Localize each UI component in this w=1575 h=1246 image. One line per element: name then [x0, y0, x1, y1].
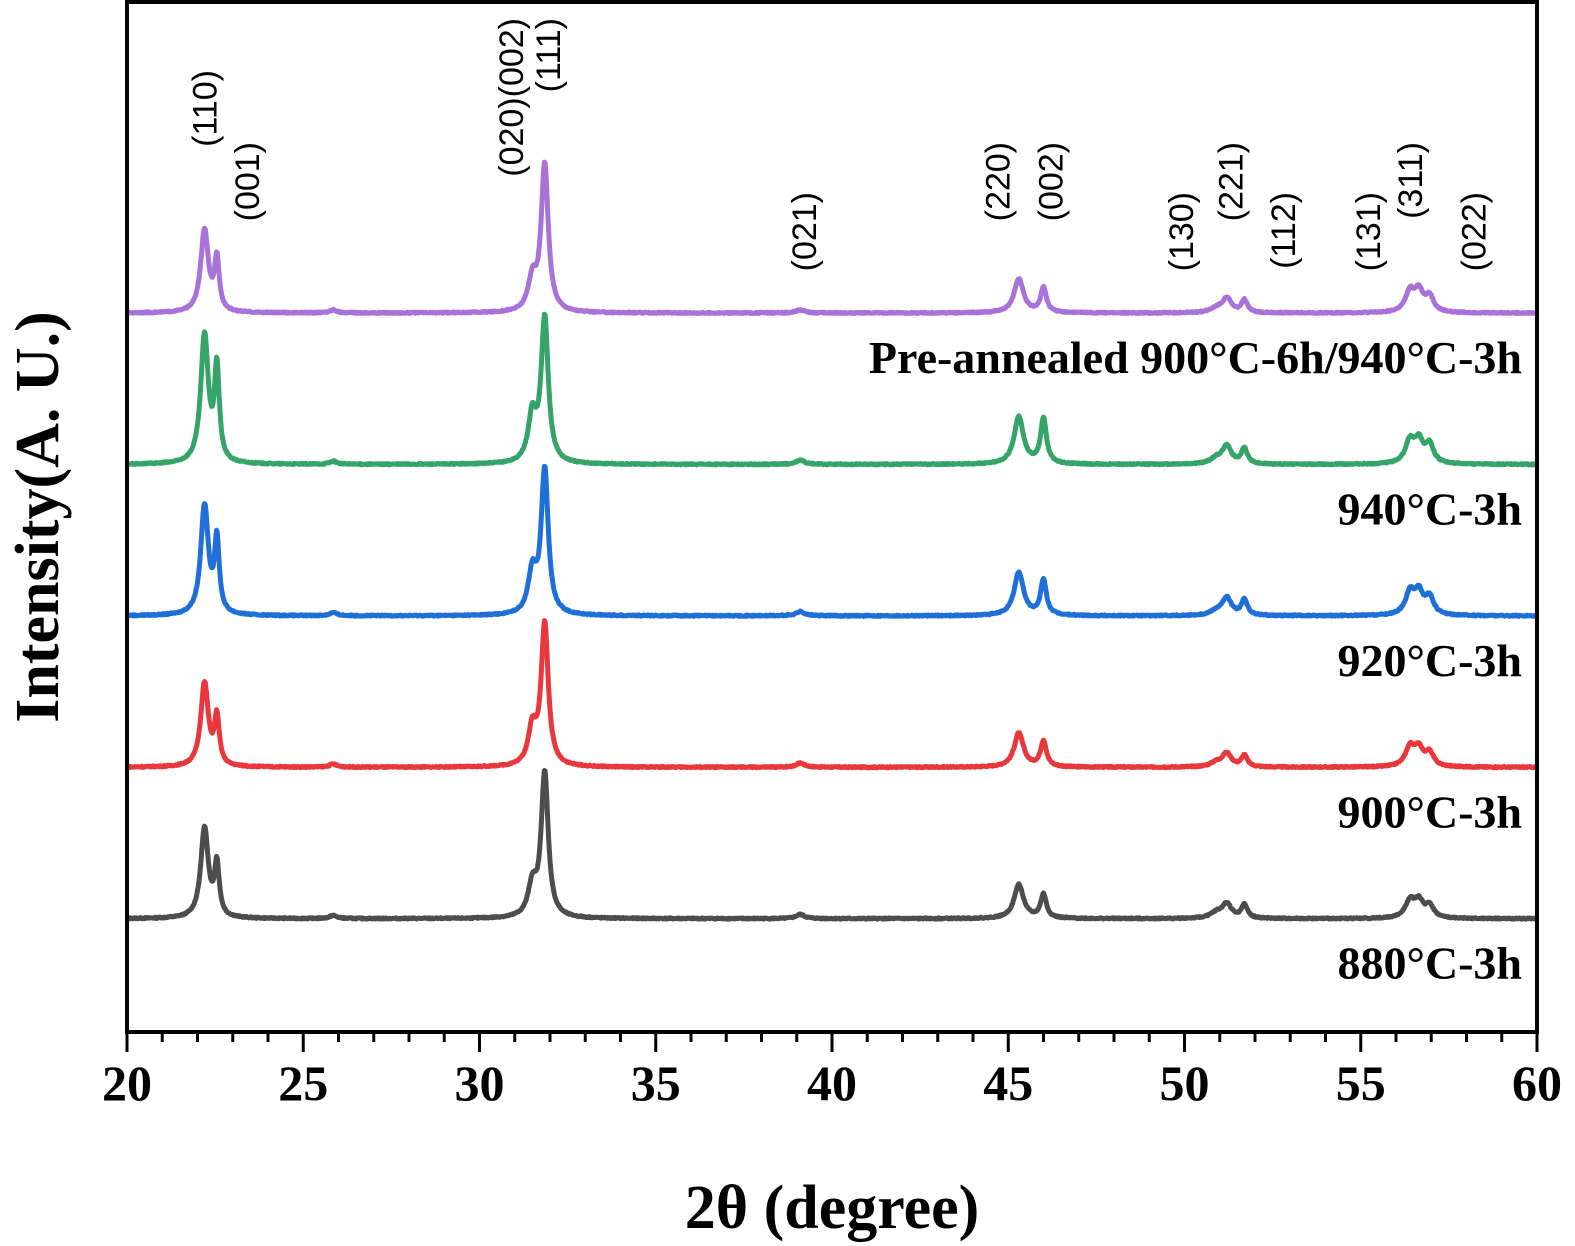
series-label-2: 920°C-3h: [1337, 635, 1522, 686]
plot-frame: [125, 0, 1539, 1034]
series-labels: 880°C-3h 900°C-3h 920°C-3h 940°C-3h Pre-anne…: [869, 332, 1522, 989]
series-line-4: [125, 159, 1539, 316]
peak-label: (001): [229, 142, 267, 221]
series-label-0: 880°C-3h: [1337, 938, 1522, 989]
peak-label: (002): [1033, 142, 1071, 221]
x-tick-label: 50: [1160, 1055, 1210, 1111]
x-tick-label: 40: [807, 1055, 857, 1111]
series-line-1: [125, 618, 1539, 771]
series-line-3: [125, 311, 1539, 468]
x-axis: 20 25 30 35 40 45 50 55 60: [102, 1032, 1562, 1111]
peak-label: (021): [786, 192, 824, 271]
peak-label: (130): [1163, 192, 1201, 271]
y-axis-title: Intensity(A. U.): [4, 311, 72, 723]
peak-label: (020)(002): [493, 18, 531, 177]
x-tick-label: 30: [455, 1055, 505, 1111]
x-tick-label: 25: [278, 1055, 328, 1111]
series-label-3: 940°C-3h: [1337, 483, 1522, 534]
series-label-1: 900°C-3h: [1337, 786, 1522, 837]
peak-label: (220): [980, 142, 1018, 221]
x-tick-label: 55: [1336, 1055, 1386, 1111]
peak-label: (131): [1350, 192, 1388, 271]
peak-label: (110): [187, 70, 225, 147]
peak-annotations: (110)(001) (020)(002) (111) (021) (220) (002)…: [187, 18, 1494, 271]
peak-label: (022): [1456, 192, 1494, 271]
x-tick-label: 20: [102, 1055, 152, 1111]
peak-label: (221): [1212, 142, 1250, 221]
series-line-0: [125, 768, 1539, 922]
series-line-2: [125, 463, 1539, 619]
series-label-4: Pre-annealed 900°C-6h/940°C-3h: [869, 332, 1522, 383]
x-axis-title: 2θ (degree): [685, 1174, 980, 1242]
x-tick-label: 35: [631, 1055, 681, 1111]
x-tick-label: 60: [1512, 1055, 1562, 1111]
x-tick-label: 45: [983, 1055, 1033, 1111]
peak-label: (111): [530, 18, 568, 92]
peak-label: (112): [1265, 192, 1303, 269]
peak-label: (311): [1392, 142, 1430, 219]
series-layer: [125, 159, 1539, 922]
